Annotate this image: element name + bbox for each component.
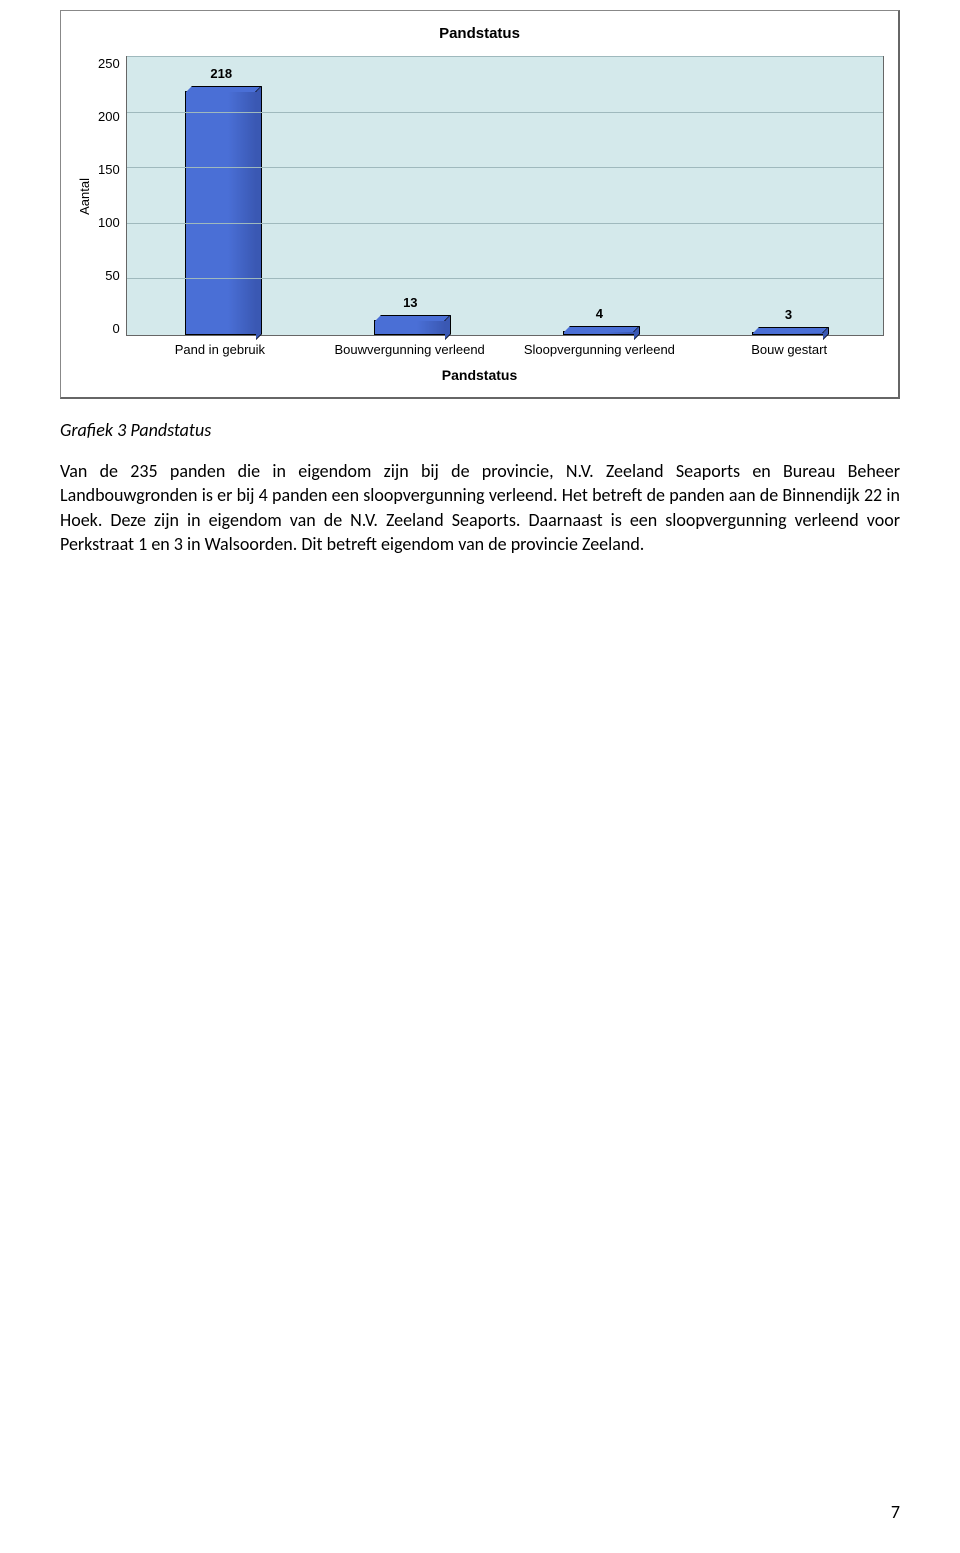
bar-top-face — [375, 315, 451, 321]
bars-layer: 218 13 4 3 — [127, 57, 883, 335]
y-tick-label: 50 — [105, 268, 119, 283]
y-tick-label: 100 — [98, 215, 120, 230]
x-tick-label: Bouw gestart — [694, 342, 884, 357]
bar — [563, 331, 635, 335]
bar-value-label: 218 — [210, 66, 232, 81]
bar-slot: 218 — [127, 57, 316, 335]
document-page: Pandstatus Aantal 250 200 150 100 50 0 218 13 4… — [0, 10, 960, 1553]
bar-slot: 4 — [505, 57, 694, 335]
y-tick-label: 250 — [98, 56, 120, 71]
y-axis-ticks: 250 200 150 100 50 0 — [94, 56, 126, 336]
x-axis-ticks: Pand in gebruikBouwvergunning verleendSl… — [125, 342, 884, 357]
bar — [374, 320, 446, 335]
grid-line — [127, 278, 883, 279]
figure-caption: Grafiek 3 Pandstatus — [60, 419, 900, 441]
bar-side-face — [445, 315, 451, 340]
chart-title: Pandstatus — [75, 25, 884, 42]
y-tick-label: 200 — [98, 109, 120, 124]
y-axis-label: Aantal — [75, 178, 94, 215]
x-tick-label: Pand in gebruik — [125, 342, 315, 357]
bar-side-face — [256, 86, 262, 340]
page-number: 7 — [891, 1501, 900, 1523]
grid-line — [127, 223, 883, 224]
y-tick-label: 0 — [112, 321, 119, 336]
bar-top-face — [564, 326, 640, 332]
bar-value-label: 3 — [785, 307, 792, 322]
chart-container: Pandstatus Aantal 250 200 150 100 50 0 218 13 4… — [60, 10, 900, 399]
grid-line — [127, 112, 883, 113]
grid-line — [127, 56, 883, 57]
bar — [752, 332, 824, 335]
x-tick-label: Bouwvergunning verleend — [315, 342, 505, 357]
body-paragraph: Van de 235 panden die in eigendom zijn b… — [60, 459, 900, 556]
bar-value-label: 4 — [596, 306, 603, 321]
x-tick-label: Sloopvergunning verleend — [505, 342, 695, 357]
bar-top-face — [753, 327, 829, 333]
bar — [185, 91, 257, 335]
grid-line — [127, 167, 883, 168]
chart-plot-wrap: Aantal 250 200 150 100 50 0 218 13 4 3 — [75, 56, 884, 336]
bar-slot: 13 — [316, 57, 505, 335]
x-axis-label: Pandstatus — [75, 367, 884, 383]
bar-top-face — [186, 86, 262, 92]
y-tick-label: 150 — [98, 162, 120, 177]
bar-slot: 3 — [694, 57, 883, 335]
bar-value-label: 13 — [403, 295, 417, 310]
plot-area: 218 13 4 3 — [126, 56, 884, 336]
